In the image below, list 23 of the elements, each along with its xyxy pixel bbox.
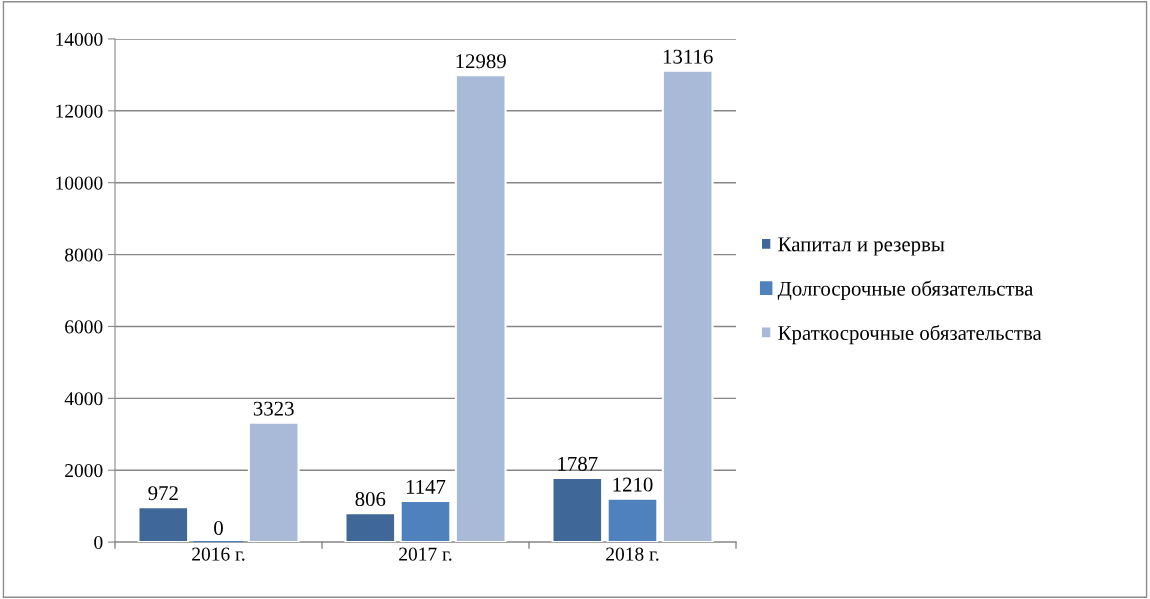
data-label: 13116 — [663, 49, 713, 64]
x-tick-label: 2016 г. — [192, 547, 245, 561]
data-label: 1787 — [558, 456, 598, 471]
y-tick-label: 4000 — [64, 392, 103, 406]
y-tick-label: 14000 — [56, 32, 103, 46]
x-tick-label: 2017 г. — [399, 547, 452, 561]
legend-label: Капитал и резервы — [778, 237, 945, 256]
x-tick-label: 2018 г. — [606, 547, 659, 561]
data-label: 806 — [355, 492, 386, 507]
y-tick-label: 6000 — [65, 320, 103, 334]
y-tick-label: 2000 — [65, 464, 103, 478]
data-label: 1210 — [613, 477, 653, 492]
y-tick-label: 10000 — [56, 176, 103, 190]
data-label: 972 — [148, 486, 178, 501]
legend-label: Долгосрочные обязательства — [777, 280, 1034, 300]
y-tick-label: 12000 — [56, 104, 103, 118]
y-tick-label: 0 — [94, 535, 103, 550]
data-label: 0 — [214, 521, 223, 536]
legend-label: Краткосрочные обязательства — [778, 324, 1042, 345]
data-label: 12989 — [456, 54, 506, 69]
y-tick-label: 8000 — [65, 248, 103, 262]
data-label: 3323 — [253, 401, 294, 416]
data-label: 1147 — [406, 479, 446, 494]
